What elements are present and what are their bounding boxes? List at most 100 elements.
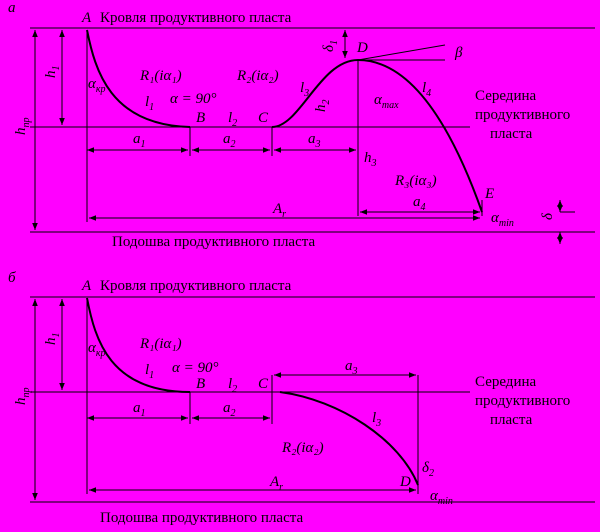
label-main: δ bbox=[321, 44, 337, 52]
label-main: h bbox=[13, 128, 29, 136]
label-sub: 3 bbox=[371, 158, 377, 169]
label-main: C bbox=[258, 110, 269, 126]
label-main: R₃(iα₃) bbox=[394, 173, 437, 189]
label-sub: 2 bbox=[232, 118, 237, 129]
label-main: E bbox=[484, 186, 494, 202]
middle-label: пласта bbox=[490, 412, 533, 428]
label: a1 bbox=[133, 131, 146, 150]
panel: а A Кровля продуктивного пласта Середина про… bbox=[8, 0, 595, 250]
label-main: A bbox=[272, 201, 283, 217]
label: l3 bbox=[372, 410, 381, 429]
label: a4 bbox=[413, 194, 426, 213]
label: h1 bbox=[43, 66, 62, 79]
label-main: h bbox=[43, 71, 59, 79]
panel: б A Кровля продуктивного пласта Середина про… bbox=[8, 270, 595, 526]
label: a2 bbox=[223, 131, 236, 150]
label: l2 bbox=[228, 376, 237, 395]
label-main: a bbox=[133, 400, 141, 416]
label-sub: 2 bbox=[231, 408, 236, 419]
label-sub: min bbox=[499, 218, 514, 229]
label-main: D bbox=[399, 474, 411, 490]
label: a3 bbox=[308, 131, 321, 150]
label: R₂(iα₂) bbox=[281, 440, 324, 456]
label: h2 bbox=[313, 100, 332, 113]
label-main: a bbox=[223, 400, 231, 416]
trajectory bbox=[357, 59, 483, 213]
label-main: R₁(iα₁) bbox=[139, 68, 182, 84]
label: C bbox=[258, 110, 269, 126]
label: Ar bbox=[269, 474, 283, 493]
label-main: α bbox=[88, 76, 97, 92]
point-label: A bbox=[81, 278, 92, 294]
label: B bbox=[196, 110, 205, 126]
label-sub: 3 bbox=[352, 366, 358, 377]
label-main: δ bbox=[540, 212, 556, 220]
label-main: l bbox=[422, 80, 426, 96]
label: β bbox=[454, 45, 463, 61]
middle-label: продуктивного bbox=[475, 107, 570, 123]
label-sub: кр bbox=[96, 84, 106, 95]
label-sub: 4 bbox=[426, 88, 431, 99]
label: D bbox=[356, 40, 368, 56]
label: l1 bbox=[145, 362, 154, 381]
label-main: R₂(iα₂) bbox=[236, 68, 279, 84]
label: l4 bbox=[422, 80, 431, 99]
label-sub: r bbox=[279, 482, 283, 493]
label: B bbox=[196, 376, 205, 392]
label-main: B bbox=[196, 110, 205, 126]
label-sub: r bbox=[282, 209, 286, 220]
label-main: l bbox=[228, 110, 232, 126]
line bbox=[357, 44, 446, 61]
label-sub: 1 bbox=[51, 66, 62, 71]
bottom-label: Подошва продуктивного пласта bbox=[100, 510, 303, 526]
middle-label: пласта bbox=[490, 126, 533, 142]
label-sub: 1 bbox=[149, 370, 154, 381]
label-sub: 2 bbox=[232, 384, 237, 395]
label-main: α = 90° bbox=[172, 360, 219, 376]
label-main: h bbox=[43, 338, 59, 346]
label: αmin bbox=[491, 210, 514, 229]
label: hпр bbox=[13, 388, 32, 406]
label-main: a bbox=[223, 131, 231, 147]
label: αmin bbox=[430, 488, 453, 507]
label: α = 90° bbox=[172, 360, 219, 376]
label-sub: 1 bbox=[141, 408, 146, 419]
label-main: h bbox=[13, 398, 29, 406]
label-main: l bbox=[145, 94, 149, 110]
label: h1 bbox=[43, 333, 62, 346]
label-sub: 1 bbox=[141, 139, 146, 150]
label-main: a bbox=[345, 358, 353, 374]
label-sub: 3 bbox=[315, 139, 321, 150]
label-main: α bbox=[374, 92, 383, 108]
label: R₂(iα₂) bbox=[236, 68, 279, 84]
trajectory bbox=[271, 59, 359, 128]
label-sub: max bbox=[382, 100, 399, 111]
label-sub: 3 bbox=[303, 88, 309, 99]
label-sub: 4 bbox=[421, 202, 426, 213]
label: a2 bbox=[223, 400, 236, 419]
label-main: C bbox=[258, 376, 269, 392]
label: αmax bbox=[374, 92, 399, 111]
label: δ1 bbox=[321, 40, 340, 52]
panel-label: а bbox=[8, 0, 16, 16]
label: R₁(iα₁) bbox=[139, 336, 182, 352]
label-main: δ bbox=[422, 460, 430, 476]
label: hпр bbox=[13, 118, 32, 136]
label-main: α bbox=[88, 340, 97, 356]
label: D bbox=[399, 474, 411, 490]
label-main: α = 90° bbox=[170, 91, 217, 107]
label-main: A bbox=[269, 474, 280, 490]
label: C bbox=[258, 376, 269, 392]
label-sub: пр bbox=[21, 388, 32, 398]
label-main: l bbox=[300, 80, 304, 96]
label-main: h bbox=[313, 105, 329, 113]
label-main: α bbox=[430, 488, 439, 504]
bottom-label: Подошва продуктивного пласта bbox=[112, 234, 315, 250]
label-main: a bbox=[133, 131, 141, 147]
label-sub: 1 bbox=[149, 102, 154, 113]
label: l1 bbox=[145, 94, 154, 113]
label-main: D bbox=[356, 40, 368, 56]
trajectory bbox=[279, 391, 419, 486]
label-sub: 2 bbox=[231, 139, 236, 150]
